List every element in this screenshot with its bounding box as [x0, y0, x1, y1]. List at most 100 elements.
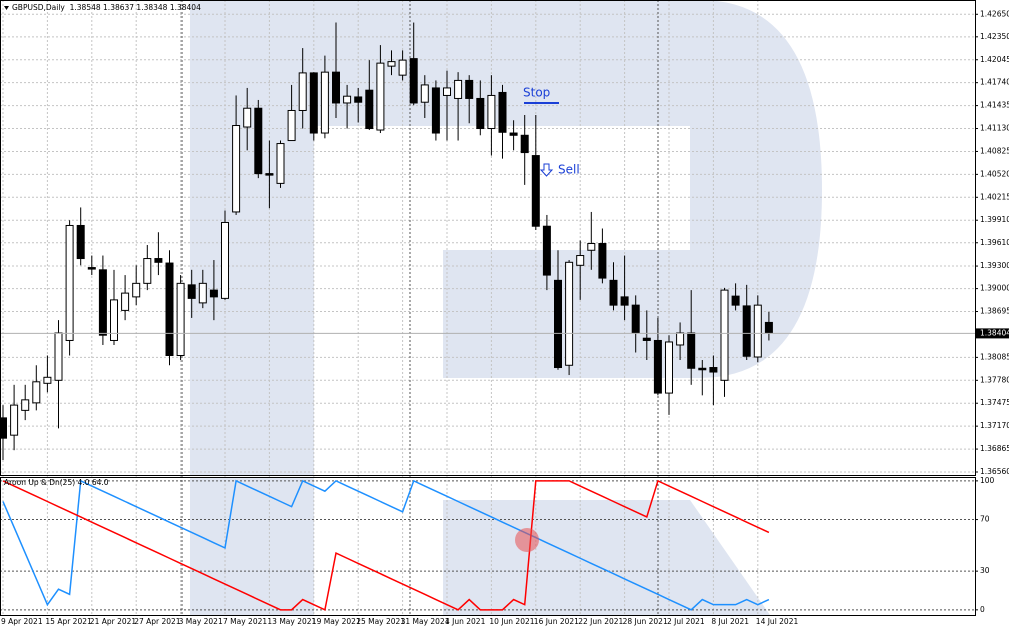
price-panel-border: [0, 0, 976, 476]
candle-body: [709, 367, 718, 373]
candle-body: [176, 282, 185, 356]
candle-body: [542, 225, 551, 276]
candle-body: [665, 341, 673, 394]
candle-body: [554, 279, 562, 369]
candle-body: [21, 399, 30, 411]
y-tick-label: 1.39610: [980, 238, 1009, 247]
x-tick-label: 10 Jun 2021: [489, 617, 534, 626]
candle-body: [209, 289, 218, 298]
candle-body: [110, 299, 118, 341]
chart-title: GBPUSD,Daily 1.38548 1.38637 1.38348 1.3…: [12, 3, 201, 12]
candle-body: [121, 292, 130, 311]
x-tick-label: 16 Jun 2021: [534, 617, 579, 626]
candle-body: [65, 224, 74, 341]
candle-body: [609, 279, 618, 306]
menu-triangle[interactable]: [4, 6, 9, 10]
highlight-circle: [515, 528, 539, 552]
y-tick-label: 1.37475: [980, 398, 1009, 407]
current-price-box: [976, 328, 1009, 339]
candle-body: [43, 376, 52, 384]
candle-body: [198, 282, 207, 304]
watermark: [190, 0, 822, 615]
y-tick-label: 1.39910: [980, 215, 1009, 224]
candle-body: [565, 261, 574, 366]
y-tick-label: 1.39300: [980, 261, 1009, 270]
watermark-stem: [190, 0, 314, 475]
candle-body: [287, 109, 296, 142]
candle-body: [720, 289, 729, 381]
candle-body: [165, 262, 174, 356]
candle-body: [676, 332, 685, 346]
y-tick-label: 1.37170: [980, 421, 1009, 430]
y-tick-label: 1.39000: [980, 284, 1009, 293]
candle-body: [132, 282, 141, 298]
period-separators: [181, 0, 659, 615]
sell-arrow: [539, 163, 554, 177]
indicator-panel-border: [0, 477, 976, 616]
y-tick-label: 1.38085: [980, 352, 1009, 361]
y-tick-label: 1.42650: [980, 9, 1009, 18]
x-tick-label: 4 Jun 2021: [445, 617, 486, 626]
candle-body: [276, 143, 285, 184]
y-tick-label: 1.40215: [980, 192, 1009, 201]
candle-body: [498, 91, 507, 133]
y-tick-label: 100: [980, 476, 995, 485]
candle-body: [409, 58, 418, 104]
x-tick-label: 25 May 2021: [356, 617, 405, 626]
x-tick-label: 3 May 2021: [179, 617, 223, 626]
x-tick-label: 8 Jul 2021: [711, 617, 749, 626]
candle-body: [509, 132, 518, 136]
x-tick-label: 9 Apr 2021: [1, 617, 43, 626]
candle-body: [32, 381, 41, 404]
y-tick-label: 70: [980, 515, 990, 524]
indicator-title: Aroon Up & Dn(25) 4.0 64.0: [4, 478, 109, 487]
candle-body: [143, 258, 152, 284]
y-tick-label: 30: [980, 566, 990, 575]
candle-body: [232, 125, 241, 213]
y-tick-label: 1.36560: [980, 467, 1009, 476]
y-tick-label: 1.40520: [980, 169, 1009, 178]
candle-body: [431, 87, 440, 134]
candle-body: [443, 87, 451, 96]
candle-body: [520, 134, 529, 154]
candle-body: [753, 304, 762, 358]
candle-body: [587, 243, 596, 251]
candle-body: [420, 84, 429, 103]
x-tick-label: 31 May 2021: [401, 617, 450, 626]
y-tick-label: 1.38695: [980, 307, 1009, 316]
candle-body: [487, 94, 496, 130]
annotation: Stop: [523, 86, 550, 100]
current-price-label: 1.38404: [980, 328, 1009, 337]
y-tick-label: 1.41435: [980, 101, 1009, 110]
candle-body: [76, 224, 85, 260]
candle-body: [653, 339, 662, 394]
candle-body: [98, 269, 107, 336]
candle-body: [265, 173, 274, 176]
x-tick-label: 7 May 2021: [223, 617, 267, 626]
candle-body: [631, 304, 640, 334]
candle-body: [642, 337, 651, 341]
candle-body: [376, 62, 385, 131]
candle-body: [243, 107, 252, 128]
watermark-stem-lower: [190, 477, 314, 615]
y-tick-label: 1.36865: [980, 444, 1009, 453]
candle-body: [309, 72, 318, 134]
candle-body: [531, 155, 540, 227]
x-tick-label: 27 Apr 2021: [134, 617, 181, 626]
candle-body: [154, 258, 163, 263]
candle-body: [764, 321, 773, 334]
x-tick-label: 28 Jun 2021: [623, 617, 668, 626]
x-tick-label: 21 Apr 2021: [90, 617, 137, 626]
candle-body: [476, 97, 485, 130]
x-tick-label: 2 Jul 2021: [667, 617, 705, 626]
candle-body: [298, 72, 307, 111]
candle-body: [10, 404, 19, 436]
annotation: Sell: [558, 163, 580, 177]
watermark-bowl: [314, 0, 822, 378]
candle-body: [576, 255, 585, 266]
candle-body: [332, 71, 340, 104]
x-tick-label: 22 Jun 2021: [578, 617, 623, 626]
candle-body: [742, 305, 751, 357]
